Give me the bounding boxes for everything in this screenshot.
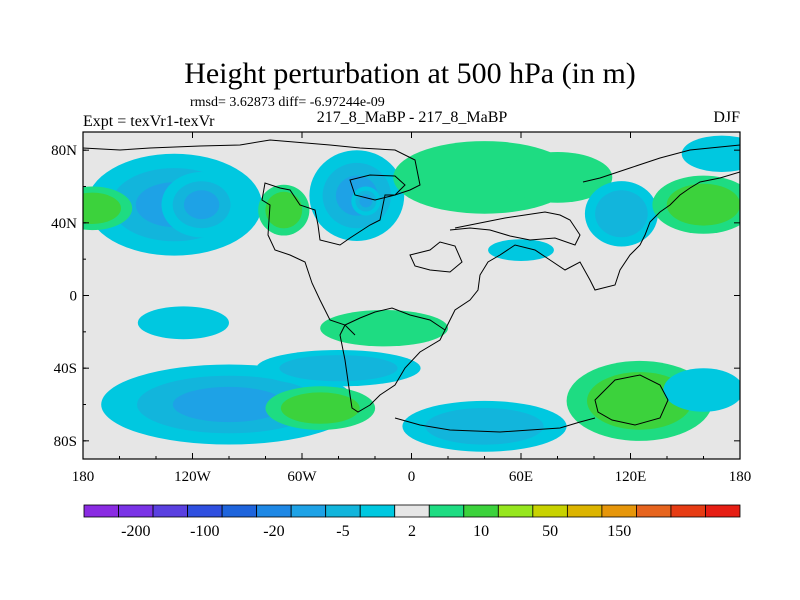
colorbar-label: -20 (263, 523, 284, 540)
experiment-label: Expt = texVr1-texVr (83, 113, 215, 130)
anomaly-band-9 (666, 183, 740, 226)
x-tick-label: 60W (287, 469, 317, 485)
colorbar-swatch (428, 504, 465, 518)
y-tick-label: 80S (54, 434, 77, 450)
anomaly-band-12 (137, 306, 229, 340)
y-tick-label: 0 (70, 289, 78, 305)
season-label: DJF (713, 109, 740, 126)
anomaly-band-8 (595, 190, 648, 238)
colorbar-label: 10 (473, 523, 489, 540)
colorbar-swatch (256, 504, 292, 518)
chart-title: Height perturbation at 500 hPa (in m) (184, 57, 636, 90)
anomaly-band-3 (359, 194, 373, 208)
anomaly-band-4 (83, 192, 121, 224)
anomaly-band-1 (183, 190, 220, 220)
x-tick-label: 180 (729, 469, 752, 485)
colorbar-swatch (636, 504, 672, 518)
colorbar-swatch (705, 504, 741, 518)
colorbar-label: -5 (336, 523, 349, 540)
coastlines (83, 139, 740, 433)
colorbar-label: -200 (121, 523, 150, 540)
colorbar-swatch (187, 504, 223, 518)
colorbar-label: 2 (408, 523, 416, 540)
y-axis: 80N 40N 0 40S 80S (51, 143, 740, 450)
colorbar-label: -100 (190, 523, 219, 540)
anomaly-band-10 (681, 135, 740, 172)
colorbar-swatch (670, 504, 706, 518)
anomaly-band-19 (663, 368, 740, 412)
colorbar-swatch (152, 504, 188, 518)
x-tick-label: 180 (72, 469, 95, 485)
stats-line: rmsd= 3.62873 diff= -6.97244e-09 (190, 95, 385, 110)
colorbar-swatch (221, 504, 258, 518)
y-tick-label: 40N (51, 216, 77, 232)
colorbar-swatch (532, 504, 568, 518)
center-header: 217_8_MaBP - 217_8_MaBP (317, 109, 508, 126)
colorbar-label: 150 (607, 523, 631, 540)
colorbar-label: 50 (542, 523, 558, 540)
anomaly-band-11 (488, 239, 554, 261)
x-tick-label: 0 (408, 469, 416, 485)
colorbar-swatch (118, 504, 154, 518)
anomaly-field (83, 135, 740, 452)
anomaly-band-15 (279, 355, 398, 382)
colorbar-swatch (601, 504, 637, 518)
y-tick-label: 80N (51, 143, 77, 159)
colorbar-swatch (394, 504, 430, 518)
colorbar-swatch (463, 504, 499, 518)
colorbar-swatch (290, 504, 327, 518)
colorbar: -200 -100 -20 -5 2 10 50 150 (83, 504, 741, 540)
colorbar-swatch (566, 504, 603, 518)
anomaly-band-17 (425, 408, 544, 445)
anomaly-band-13 (320, 310, 448, 347)
y-tick-label: 40S (54, 361, 77, 377)
x-tick-label: 60E (509, 469, 533, 485)
colorbar-swatch (497, 504, 534, 518)
colorbar-swatch (359, 504, 396, 518)
colorbar-swatch (83, 504, 119, 518)
x-axis: 180 120W 60W 0 60E 120E 180 (72, 132, 752, 485)
x-tick-label: 120W (174, 469, 212, 485)
x-tick-label: 120E (615, 469, 647, 485)
colorbar-swatch (325, 504, 361, 518)
anomaly-band-16 (280, 392, 360, 424)
anomaly-band-7 (502, 152, 613, 203)
anomaly-band-14 (172, 386, 286, 423)
anomaly-band-5 (265, 191, 303, 229)
